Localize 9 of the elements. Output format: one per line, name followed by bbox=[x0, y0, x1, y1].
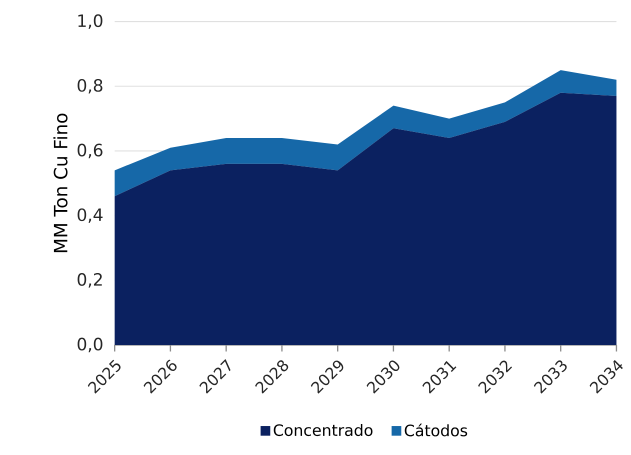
y-tick-label: 0,8 bbox=[78, 79, 102, 94]
y-axis-title: MM Ton Cu Fino bbox=[53, 114, 68, 252]
legend-label: Concentrado bbox=[274, 424, 372, 436]
y-tick-label: 1,0 bbox=[78, 14, 102, 29]
y-tick-label: 0,6 bbox=[78, 144, 102, 158]
y-tick-label: 0,2 bbox=[78, 273, 102, 288]
y-tick-label: 0,0 bbox=[78, 338, 102, 352]
legend-label: Cátodos bbox=[404, 424, 468, 437]
y-tick-label: 0,4 bbox=[78, 208, 103, 224]
